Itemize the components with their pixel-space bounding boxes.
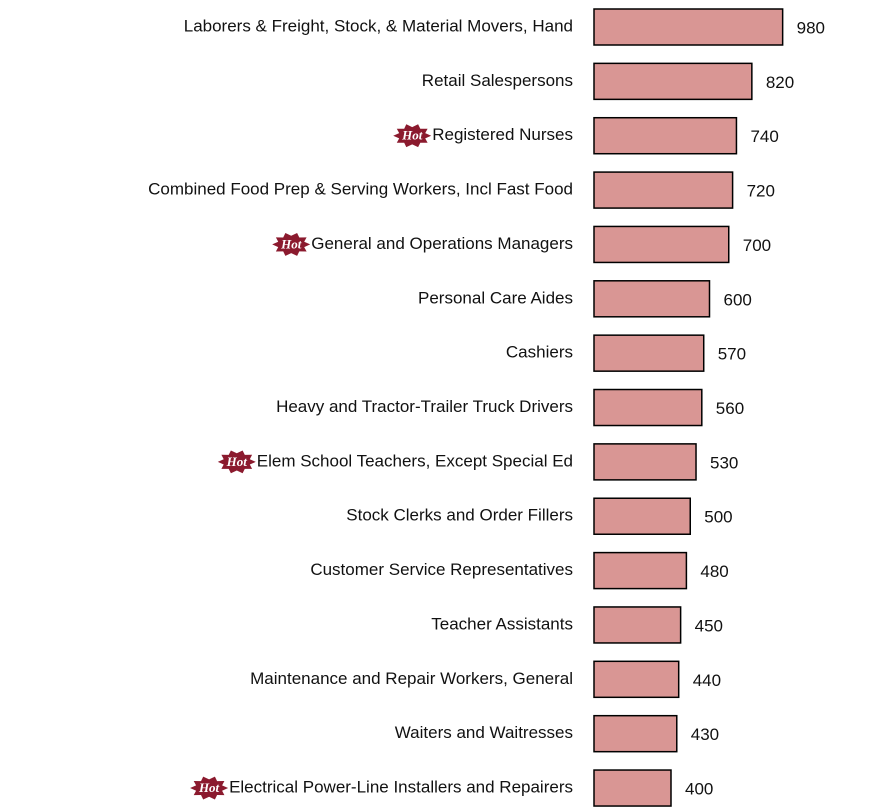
badge-text: Hot bbox=[198, 780, 220, 795]
badge bbox=[272, 233, 311, 256]
badge-text: Hot bbox=[280, 236, 302, 251]
category-label: Personal Care Aides bbox=[418, 288, 573, 307]
bar bbox=[593, 769, 672, 807]
bar bbox=[593, 443, 697, 481]
value-label: 430 bbox=[691, 725, 719, 744]
bar bbox=[593, 606, 682, 644]
bar bbox=[593, 660, 680, 699]
category-label: Customer Service Representatives bbox=[310, 560, 573, 579]
category-label: Elem School Teachers, Except Special Ed bbox=[257, 451, 573, 470]
category-label: Registered Nurses bbox=[432, 125, 573, 144]
bar bbox=[593, 334, 705, 372]
value-label: 600 bbox=[724, 290, 752, 309]
bar bbox=[593, 225, 730, 264]
value-label: 480 bbox=[700, 562, 728, 581]
bar bbox=[593, 8, 784, 46]
bar bbox=[593, 171, 734, 209]
value-label: 500 bbox=[704, 508, 732, 527]
value-label: 440 bbox=[693, 671, 721, 690]
bar bbox=[593, 497, 691, 535]
value-label: 720 bbox=[747, 182, 775, 201]
category-label: Maintenance and Repair Workers, General bbox=[250, 669, 573, 688]
badge bbox=[217, 450, 256, 474]
category-label: Waiters and Waitresses bbox=[395, 723, 573, 742]
value-label: 560 bbox=[716, 399, 744, 418]
category-label: Combined Food Prep & Serving Workers, In… bbox=[148, 180, 573, 199]
category-label: General and Operations Managers bbox=[311, 234, 573, 253]
value-label: 530 bbox=[710, 453, 738, 472]
badge bbox=[393, 124, 432, 148]
category-label: Retail Salespersons bbox=[422, 71, 573, 90]
category-label: Teacher Assistants bbox=[431, 614, 573, 633]
category-label: Stock Clerks and Order Fillers bbox=[346, 506, 573, 525]
value-label: 450 bbox=[695, 616, 723, 635]
badge-text: Hot bbox=[401, 128, 423, 143]
value-label: 740 bbox=[750, 127, 778, 146]
bar bbox=[593, 62, 753, 101]
category-label: Cashiers bbox=[506, 343, 573, 362]
badge-text: Hot bbox=[226, 454, 248, 469]
value-label: 400 bbox=[685, 780, 713, 799]
category-label: Heavy and Tractor-Trailer Truck Drivers bbox=[276, 397, 573, 416]
category-label: Laborers & Freight, Stock, & Material Mo… bbox=[184, 16, 573, 35]
bar bbox=[593, 551, 688, 590]
value-label: 700 bbox=[743, 236, 771, 255]
category-label: Electrical Power-Line Installers and Rep… bbox=[229, 778, 573, 797]
bar bbox=[593, 116, 738, 155]
bar bbox=[593, 714, 678, 753]
bar bbox=[593, 280, 711, 318]
value-label: 980 bbox=[797, 18, 825, 37]
bar bbox=[593, 388, 703, 427]
value-label: 820 bbox=[766, 73, 794, 92]
badge bbox=[190, 776, 229, 800]
value-label: 570 bbox=[718, 345, 746, 364]
